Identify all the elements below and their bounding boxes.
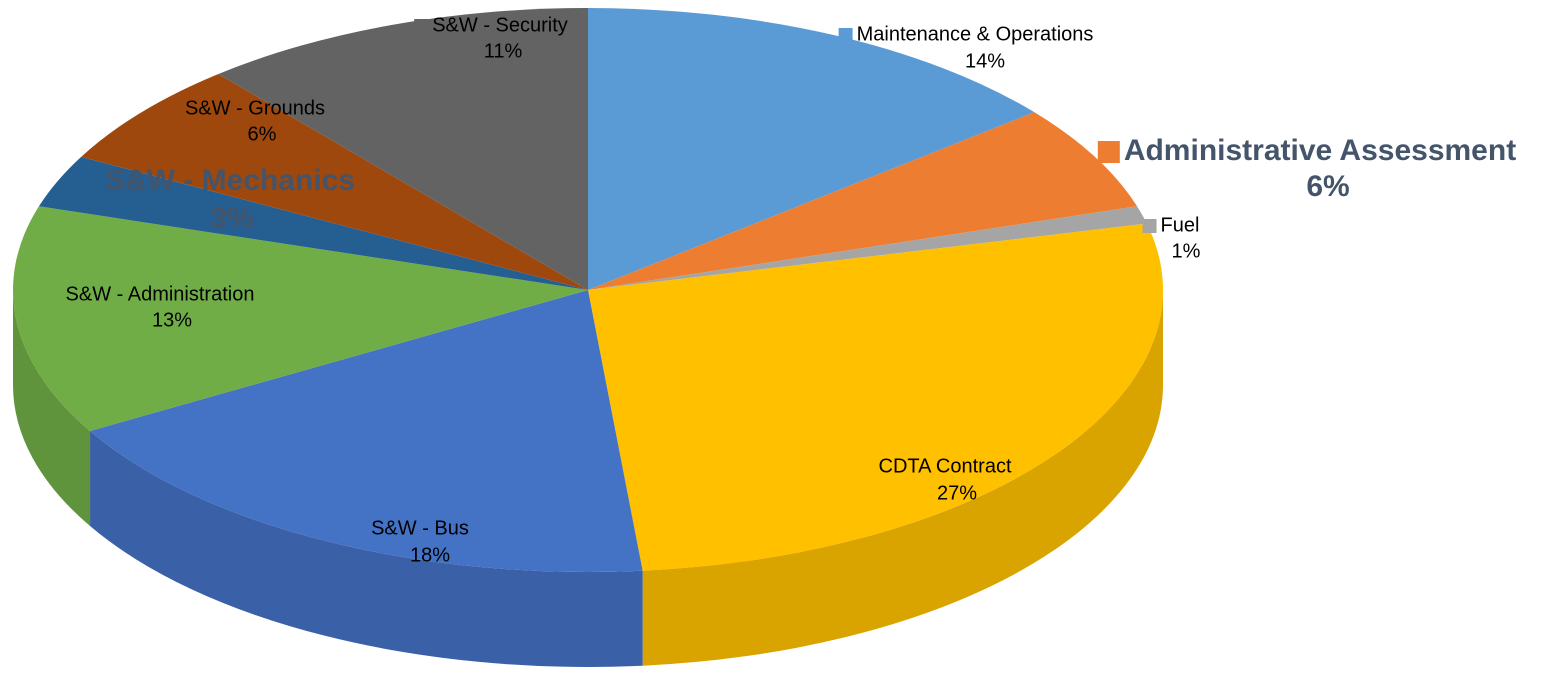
slice	[12, 206, 589, 431]
slice-side	[13, 290, 91, 526]
slice	[81, 73, 589, 290]
slice-label: Fuel	[1161, 214, 1200, 236]
slice	[588, 223, 1163, 571]
slice-value-label: 13%	[152, 309, 192, 331]
slice-value-label: 27%	[937, 482, 977, 504]
legend-key	[838, 28, 853, 42]
slice	[90, 290, 643, 572]
legend-key	[166, 102, 181, 116]
legend-key	[1142, 219, 1157, 233]
slice-value-label: 11%	[484, 40, 523, 62]
slice-value-label: 6%	[1306, 170, 1349, 203]
legend-key	[353, 522, 368, 536]
slice-label: S&W - Grounds	[185, 97, 325, 119]
slice-side	[642, 290, 1163, 666]
legend-key	[47, 288, 62, 302]
slice	[38, 156, 588, 290]
slice	[218, 8, 588, 290]
slice-value-label: 6%	[248, 123, 277, 145]
slice	[588, 206, 1147, 290]
slice-label: Maintenance & Operations	[857, 23, 1094, 45]
legend-key	[1097, 141, 1120, 163]
slice-value-label: 14%	[965, 50, 1005, 72]
slice-label: S&W - Administration	[66, 283, 255, 305]
legend-key	[860, 460, 875, 474]
slice-label: S&W - Bus	[371, 517, 469, 539]
slice-label: S&W - Security	[432, 14, 568, 36]
slice-value-label: 3%	[210, 202, 253, 235]
legend-key	[414, 19, 429, 33]
slice	[588, 8, 1035, 290]
legend-key	[78, 171, 101, 193]
slice-label: S&W - Mechanics	[105, 164, 355, 197]
slice-label: Administrative Assessment	[1124, 134, 1516, 167]
slice-side	[90, 431, 643, 667]
slice-value-label: 18%	[410, 544, 450, 566]
slice-label: CDTA Contract	[879, 455, 1012, 477]
slice-value-label: 1%	[1172, 240, 1201, 262]
slice	[588, 112, 1138, 291]
